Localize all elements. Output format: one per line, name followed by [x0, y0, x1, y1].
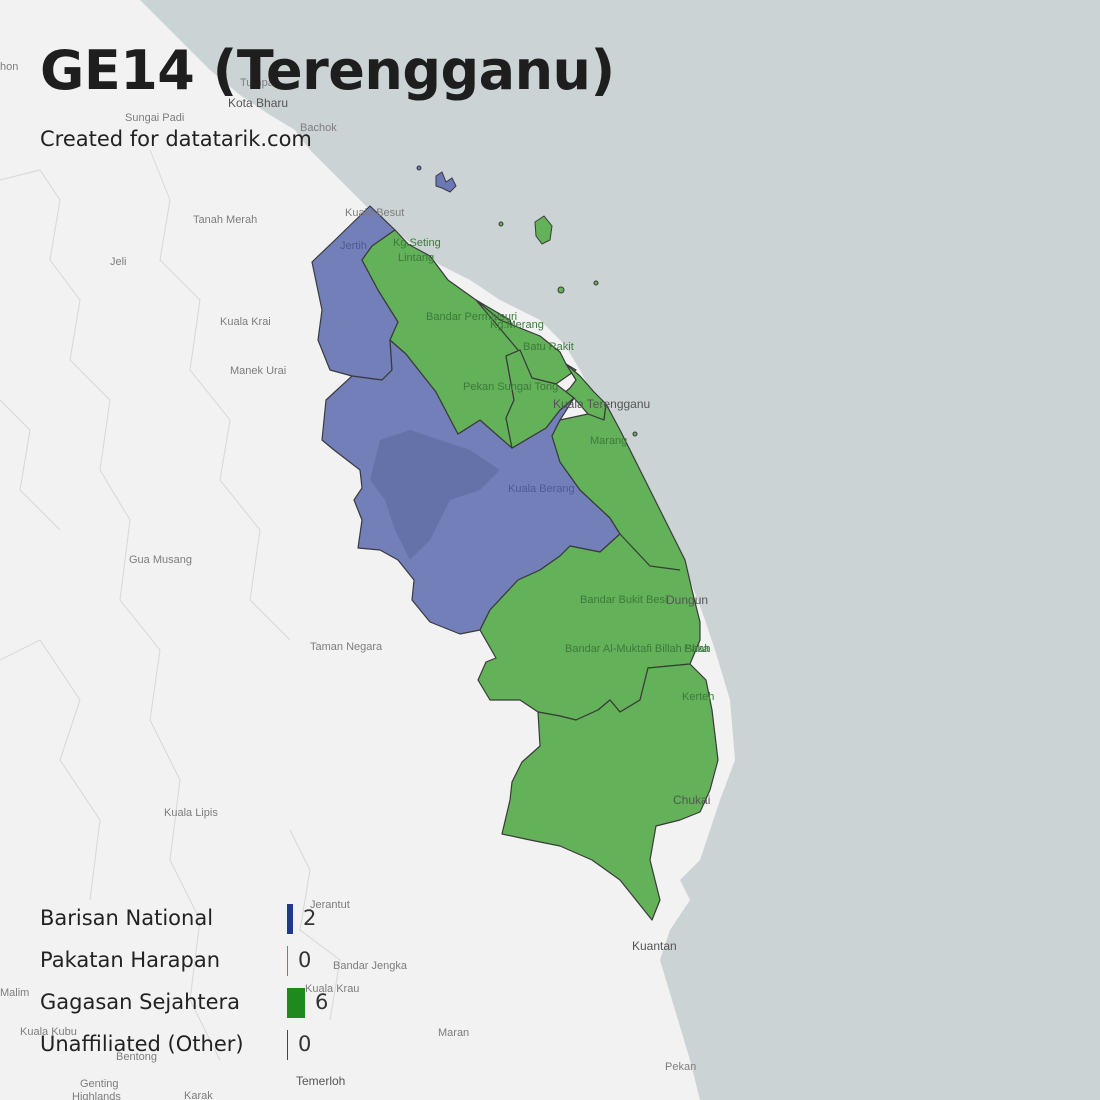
label-highlands: Highlands	[72, 1091, 121, 1100]
label-jertih: Jertih	[340, 240, 367, 252]
label-pekan-sungai-tong: Pekan Sungai Tong	[463, 381, 558, 393]
label-gua-musang: Gua Musang	[129, 554, 192, 566]
label-marang: Marang	[590, 435, 627, 447]
constituency-kemaman	[501, 663, 719, 921]
label-kuala-lipis: Kuala Lipis	[164, 807, 218, 819]
legend-row: Barisan National 2	[40, 900, 360, 942]
label-kuala-krau: Kuala Krau	[305, 983, 359, 995]
legend-row: Unaffiliated (Other) 0	[40, 1026, 360, 1068]
legend-bar	[287, 946, 288, 976]
label-bandar-al-muktafi: Bandar Al-Muktafi Billah Shah	[565, 643, 711, 655]
label-kg-merang: Kg.Merang	[490, 319, 544, 331]
label-kg-seting: Kg.Seting	[393, 237, 441, 249]
legend-count: 2	[303, 906, 317, 930]
label-temerloh: Temerloh	[296, 1074, 345, 1088]
legend-label: Unaffiliated (Other)	[40, 1032, 244, 1056]
label-genting: Genting	[80, 1078, 119, 1090]
island-redang	[534, 215, 553, 245]
label-kota-bharu: Kota Bharu	[228, 96, 288, 110]
label-malim: Malim	[0, 987, 29, 999]
island-small-3	[632, 431, 638, 437]
label-kuantan: Kuantan	[632, 939, 677, 953]
label-maran: Maran	[438, 1027, 469, 1039]
label-bandar-jengka: Bandar Jengka	[333, 960, 408, 972]
legend-bar	[287, 904, 293, 934]
label-paka: Paka	[684, 643, 710, 655]
label-hon: hon	[0, 61, 18, 73]
label-manek-urai: Manek Urai	[230, 365, 286, 377]
label-bentong: Bentong	[116, 1051, 157, 1063]
island-small-4	[593, 280, 599, 286]
label-kuala-berang: Kuala Berang	[508, 483, 575, 495]
label-pekan: Pekan	[665, 1061, 696, 1073]
label-bandar: Bandar Permaisuri	[426, 311, 517, 323]
legend-row: Gagasan Sejahtera 6	[40, 984, 360, 1026]
place-labels: Kota Bharu Tumpat Bachok Sungai Padi Tan…	[0, 61, 714, 1100]
label-batu-rakit: Batu Rakit	[523, 341, 574, 353]
legend: Barisan National 2 Pakatan Harapan 0 Gagasan…	[40, 900, 360, 1068]
label-sungai-padi: Sungai Padi	[125, 112, 184, 124]
island-perhentian	[435, 171, 457, 193]
label-lintang: Lintang	[398, 252, 434, 264]
island-small-2	[498, 221, 504, 227]
label-karak: Karak	[184, 1090, 213, 1100]
island-small-1	[557, 286, 565, 294]
label-bachok: Bachok	[300, 122, 337, 134]
legend-bar	[287, 988, 305, 1018]
legend-label: Pakatan Harapan	[40, 948, 221, 972]
page-title: GE14 (Terengganu)	[40, 39, 615, 102]
label-jerantut: Jerantut	[310, 899, 350, 911]
label-tanah-merah: Tanah Merah	[193, 214, 257, 226]
islands	[416, 165, 638, 437]
legend-count: 0	[298, 1032, 312, 1056]
label-tumpat: Tumpat	[240, 77, 277, 89]
label-kuala-kubu: Kuala Kubu	[20, 1026, 77, 1038]
island-small-5	[416, 165, 422, 171]
legend-count: 0	[298, 948, 312, 972]
south-china-sea	[140, 0, 1100, 1100]
label-kuala-terengganu: Kuala Terengganu	[553, 397, 650, 411]
constituency-marang	[505, 349, 575, 449]
legend-label: Barisan National	[40, 906, 214, 930]
kenyir-lake	[370, 430, 500, 560]
label-dungun: Dungun	[666, 593, 708, 607]
label-kuala-krai: Kuala Krai	[220, 316, 271, 328]
label-kuala-besut: Kuala Besut	[345, 207, 404, 219]
legend-bar	[287, 1030, 288, 1060]
boundary-dungun-paka	[619, 533, 681, 571]
label-taman-negara: Taman Negara	[310, 641, 383, 653]
label-bandar-bukit-besi: Bandar Bukit Besi	[580, 594, 667, 606]
page-subtitle: Created for datatarik.com	[40, 127, 312, 151]
terrain-lines	[0, 149, 341, 1061]
constituency-dungun	[477, 403, 701, 721]
legend-row: Pakatan Harapan 0	[40, 942, 360, 984]
label-kerteh: Kerteh	[682, 691, 714, 703]
label-jeli: Jeli	[110, 256, 127, 268]
legend-count: 6	[315, 990, 329, 1014]
legend-label: Gagasan Sejahtera	[40, 990, 241, 1014]
label-chukai: Chukai	[673, 793, 710, 807]
